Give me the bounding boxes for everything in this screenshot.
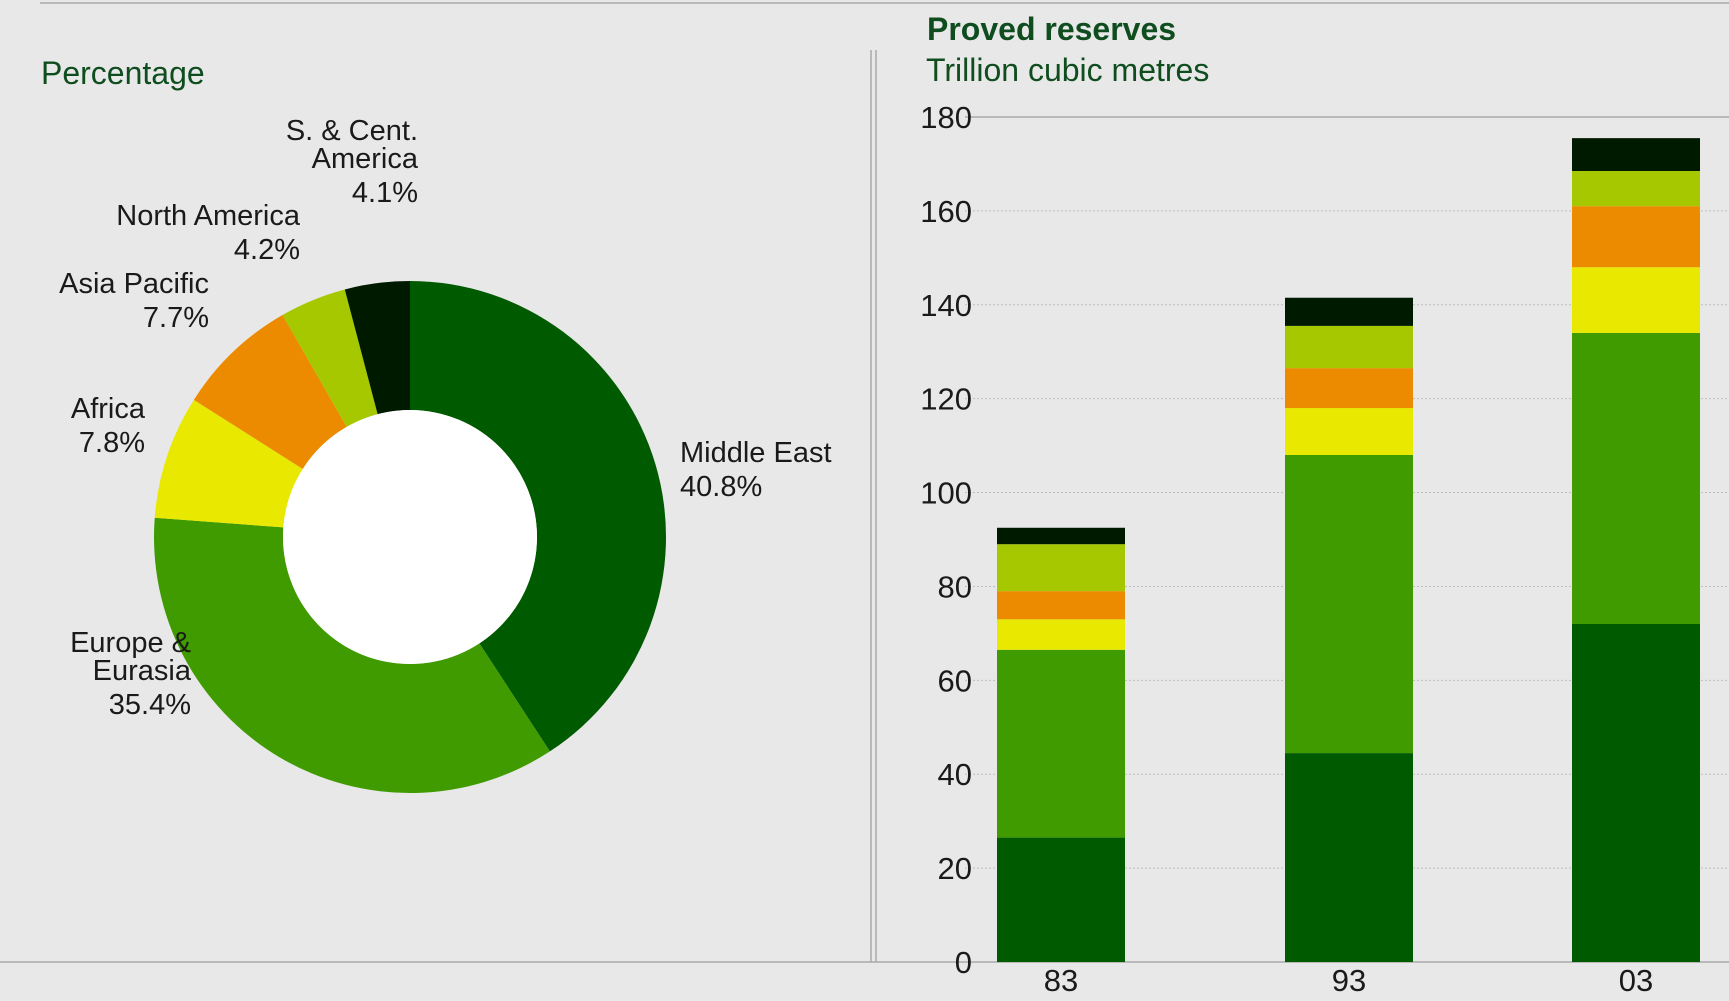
bar-93-segment-2	[1285, 455, 1413, 754]
donut-label-middle-east-percent: 40.8%	[680, 471, 762, 503]
bar-chart-title: Proved reserves	[927, 11, 1176, 47]
bar-03-segment-2	[1572, 332, 1700, 624]
donut-label-middle-east: Middle East	[680, 437, 832, 469]
donut-slice-europe-eurasia	[154, 517, 550, 794]
y-tick-label-60: 60	[938, 663, 972, 698]
bar-93-segment-5	[1285, 325, 1413, 369]
donut-slice-s-cent-america	[344, 281, 410, 415]
y-tick-label-80: 80	[938, 569, 972, 604]
donut-label-s-cent-america-percent: 4.1%	[352, 177, 418, 209]
donut-label-europe-eurasia-percent: 35.4%	[109, 689, 191, 721]
donut-label-asia-pacific-percent: 7.7%	[143, 302, 209, 334]
stacked-bar-chart: 0 20 40 60 80 100 120 140 160 180 83 93 03	[920, 100, 1729, 998]
bar-03-segment-4	[1572, 206, 1700, 268]
bar-93-segment-4	[1285, 368, 1413, 409]
bar-83-segment-4	[997, 591, 1125, 620]
donut-slice-asia-pacific	[193, 315, 347, 469]
donut-label-north-america: North America	[116, 200, 301, 232]
donut-label-europe-eurasia: Eurasia	[93, 655, 192, 687]
x-tick-label-03: 03	[1619, 963, 1653, 998]
x-tick-label-93: 93	[1332, 963, 1366, 998]
y-tick-label-0: 0	[955, 945, 972, 980]
y-tick-label-160: 160	[920, 194, 972, 229]
bar-83-segment-1	[997, 837, 1125, 962]
bar-03-segment-3	[1572, 267, 1700, 333]
bar-03-segment-5	[1572, 170, 1700, 207]
bar-83-segment-3	[997, 619, 1125, 650]
bar-83-segment-2	[997, 649, 1125, 838]
bar-93-segment-6	[1285, 297, 1413, 326]
y-tick-label-180: 180	[920, 100, 972, 135]
bar-93-segment-1	[1285, 753, 1413, 962]
bar-83-segment-6	[997, 527, 1125, 545]
pie-panel-heading: Percentage	[41, 55, 205, 91]
bar-03-segment-6	[1572, 138, 1700, 171]
y-tick-label-120: 120	[920, 382, 972, 417]
x-tick-label-83: 83	[1044, 963, 1078, 998]
donut-label-africa-percent: 7.8%	[79, 427, 145, 459]
y-tick-label-20: 20	[938, 851, 972, 886]
donut-slice-africa	[154, 399, 303, 528]
y-tick-label-140: 140	[920, 288, 972, 323]
donut-label-s-cent-america: S. & Cent.	[286, 115, 418, 147]
y-tick-label-100: 100	[920, 476, 972, 511]
bar-03-segment-1	[1572, 624, 1700, 962]
bar-83-segment-5	[997, 544, 1125, 592]
donut-slice-middle-east	[410, 281, 666, 752]
donut-hole	[283, 410, 537, 664]
donut-slice-north-america	[282, 289, 378, 427]
bar-chart-subtitle: Trillion cubic metres	[926, 52, 1209, 88]
donut-label-africa: Africa	[71, 393, 146, 425]
donut-label-s-cent-america: America	[312, 143, 419, 175]
donut-label-europe-eurasia: Europe &	[70, 627, 191, 659]
bar-93-segment-3	[1285, 408, 1413, 455]
y-tick-label-40: 40	[938, 757, 972, 792]
donut-label-asia-pacific: Asia Pacific	[59, 268, 209, 300]
donut-label-north-america-percent: 4.2%	[234, 234, 300, 266]
